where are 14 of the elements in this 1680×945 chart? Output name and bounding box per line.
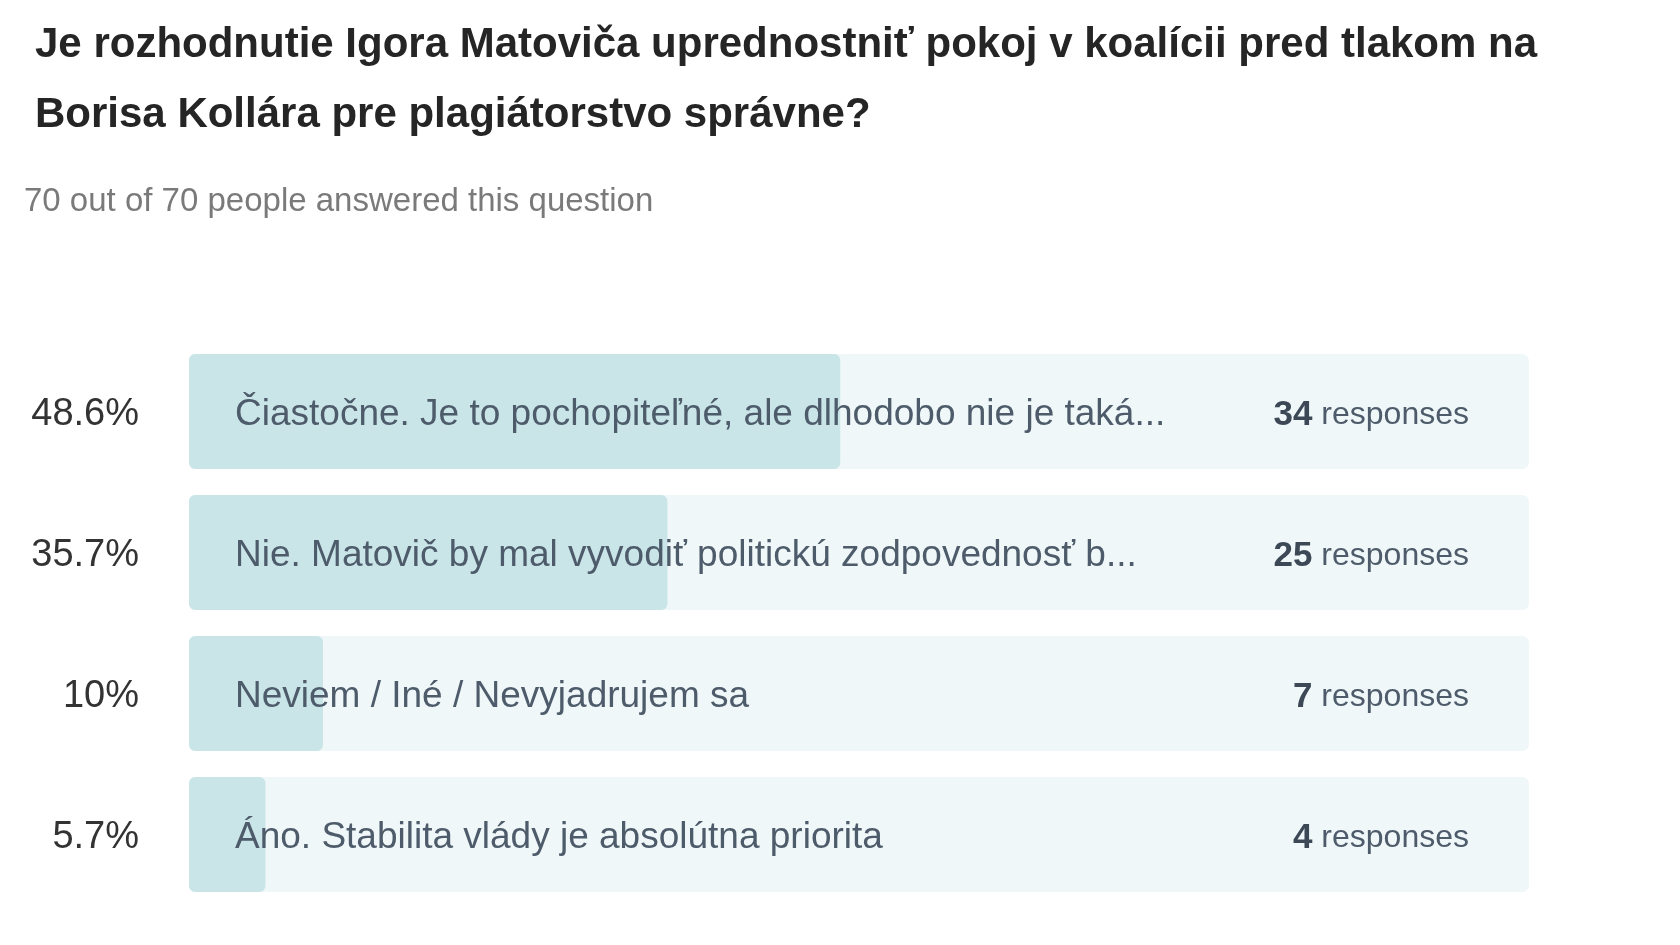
data-label: 35.7% [31,531,139,574]
y-tick-label: Neviem / Iné / Nevyjadrujem sa [235,673,750,715]
data-label: 48.6% [31,390,139,433]
annotation: 25 responses [1273,534,1469,574]
y-tick-label: Čiastočne. Je to pochopiteľné, ale dlhodobo nie je taká... [235,391,1166,433]
data-label: 5.7% [52,813,139,856]
annotation: 7 responses [1293,675,1469,715]
chart-title: Je rozhodnutie Igora Matoviča uprednostniť pokoj v koalícii pred tlakom na Borisa Kollára pre plagiátorstvo správne? [35,18,1539,138]
annotation: 34 responses [1273,393,1469,433]
y-tick-label: Nie. Matovič by mal vyvodiť politickú zodpovednosť b... [235,532,1137,574]
data-label: 10% [62,672,139,715]
annotation: 4 responses [1293,816,1469,856]
chart-subtitle: 70 out of 70 people answered this question [24,181,654,219]
y-tick-label: Áno. Stabilita vlády je absolútna priorita [235,814,884,856]
